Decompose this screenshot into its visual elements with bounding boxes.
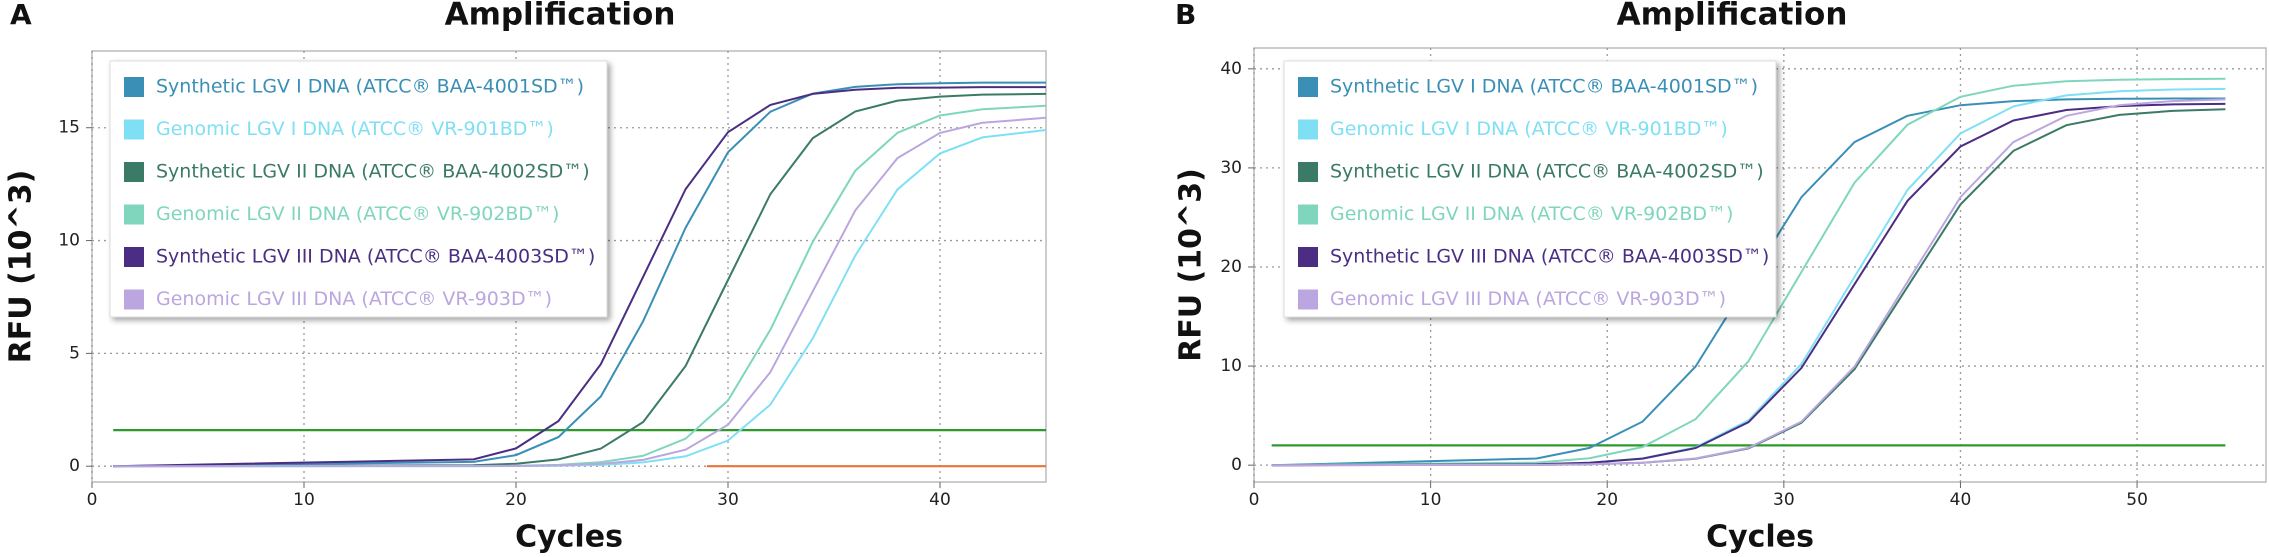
x-tick-label: 30 <box>1773 490 1795 510</box>
x-tick-label: 0 <box>87 490 98 510</box>
x-tick-label: 30 <box>717 490 739 510</box>
legend-swatch <box>124 204 144 225</box>
panel-letter: A <box>10 0 32 31</box>
legend-label: Synthetic LGV I DNA (ATCC® BAA-4001SD™) <box>156 76 584 98</box>
legend-label: Genomic LGV II DNA (ATCC® VR-902BD™) <box>156 203 559 225</box>
legend-swatch <box>1298 204 1318 225</box>
y-tick-label: 5 <box>69 343 80 363</box>
amplification-curve <box>1271 98 2226 467</box>
y-tick-label: 20 <box>1220 257 1242 277</box>
x-axis-label: Cycles <box>1706 520 1814 555</box>
legend-label: Synthetic LGV III DNA (ATCC® BAA-4003SD™… <box>1330 246 1769 268</box>
y-tick-label: 0 <box>1231 455 1242 475</box>
x-tick-label: 0 <box>1249 490 1260 510</box>
legend-label: Genomic LGV I DNA (ATCC® VR-901BD™) <box>1330 118 1728 140</box>
legend-swatch <box>1298 77 1318 97</box>
legend: Synthetic LGV I DNA (ATCC® BAA-4001SD™) G… <box>109 60 608 318</box>
legend-swatch <box>124 119 144 140</box>
y-axis-label: RFU (10^3) <box>1174 168 1209 362</box>
x-tick-label: 20 <box>1596 490 1618 510</box>
amplification-curve <box>1271 102 2226 467</box>
legend-swatch <box>124 77 144 97</box>
legend-swatch <box>1298 289 1318 310</box>
legend-swatch <box>124 247 144 267</box>
legend-label: Genomic LGV III DNA (ATCC® VR-903D™) <box>156 288 552 310</box>
y-tick-label: 10 <box>58 231 80 251</box>
amplification-curve <box>113 81 1046 468</box>
y-axis-label: RFU (10^3) <box>4 170 39 364</box>
amplification-curve <box>1271 77 2226 467</box>
x-tick-label: 40 <box>929 490 951 510</box>
chart-title: Amplification <box>445 0 676 33</box>
legend-label: Synthetic LGV II DNA (ATCC® BAA-4002SD™) <box>1330 161 1764 183</box>
legend-swatch <box>1298 247 1318 267</box>
x-tick-label: 10 <box>1420 490 1442 510</box>
panel-letter: B <box>1175 0 1196 31</box>
x-tick-label: 50 <box>2126 490 2148 510</box>
legend-label: Synthetic LGV III DNA (ATCC® BAA-4003SD™… <box>156 246 595 268</box>
y-tick-label: 30 <box>1220 158 1242 178</box>
x-tick-label: 20 <box>505 490 527 510</box>
amplification-curve <box>113 86 1046 468</box>
legend-label: Genomic LGV II DNA (ATCC® VR-902BD™) <box>1330 203 1733 225</box>
x-axis-label: Cycles <box>515 520 623 555</box>
amplification-curve <box>1271 97 2226 467</box>
legend: Synthetic LGV I DNA (ATCC® BAA-4001SD™) G… <box>1283 60 1777 318</box>
x-tick-label: 10 <box>293 490 315 510</box>
legend-swatch <box>1298 119 1318 140</box>
x-tick-label: 40 <box>1950 490 1972 510</box>
legend-label: Genomic LGV I DNA (ATCC® VR-901BD™) <box>156 118 554 140</box>
y-tick-label: 15 <box>58 118 80 138</box>
legend-swatch <box>124 162 144 182</box>
legend-box <box>1283 60 1777 318</box>
legend-label: Synthetic LGV I DNA (ATCC® BAA-4001SD™) <box>1330 76 1758 98</box>
amplification-curve <box>113 92 1047 468</box>
amplification-curve <box>113 116 1047 468</box>
y-tick-label: 10 <box>1220 356 1242 376</box>
legend-label: Genomic LGV III DNA (ATCC® VR-903D™) <box>1330 288 1726 310</box>
legend-swatch <box>124 289 144 310</box>
chart-title: Amplification <box>1617 0 1848 33</box>
y-tick-label: 0 <box>69 456 80 476</box>
legend-label: Synthetic LGV II DNA (ATCC® BAA-4002SD™) <box>156 161 590 183</box>
y-tick-label: 40 <box>1220 59 1242 79</box>
legend-box <box>109 60 608 318</box>
legend-swatch <box>1298 162 1318 182</box>
